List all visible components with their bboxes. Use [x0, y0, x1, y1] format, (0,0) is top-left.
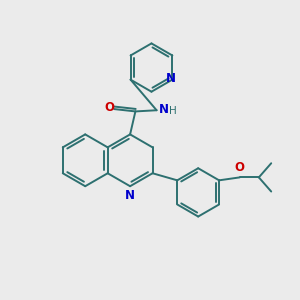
Text: N: N — [125, 189, 135, 202]
Text: O: O — [235, 161, 245, 174]
Text: H: H — [169, 106, 177, 116]
Text: N: N — [159, 103, 169, 116]
Text: O: O — [105, 101, 115, 114]
Text: N: N — [166, 72, 176, 85]
